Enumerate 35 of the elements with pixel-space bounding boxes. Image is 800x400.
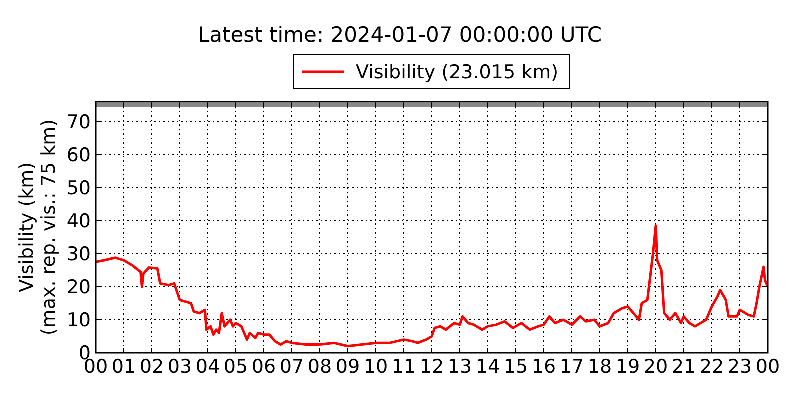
x-tick-label: 15 — [504, 356, 528, 378]
x-tick-label: 12 — [420, 356, 444, 378]
x-tick-label: 01 — [112, 356, 136, 378]
line-series — [96, 224, 768, 348]
x-tick-label: 17 — [560, 356, 584, 378]
x-tick-label: 02 — [140, 356, 164, 378]
y-tick-label: 40 — [66, 210, 91, 233]
x-tick-label: 07 — [280, 356, 304, 378]
x-tick-label: 13 — [448, 356, 472, 378]
x-tick-label: 20 — [644, 356, 668, 378]
x-tick-label: 18 — [588, 356, 612, 378]
y-tick-label: 20 — [66, 276, 91, 299]
x-tick-label: 03 — [168, 356, 192, 378]
y-tick-label: 50 — [66, 178, 91, 200]
y-tick-label: 60 — [66, 144, 91, 166]
x-tick-label: 23 — [728, 356, 752, 378]
x-tick-label: 10 — [364, 356, 388, 378]
y-tick-label: 10 — [66, 310, 91, 332]
y-tick-label: 30 — [66, 244, 91, 266]
x-tick-label: 22 — [700, 356, 724, 378]
x-tick-label: 04 — [196, 356, 220, 378]
x-tick-label: 14 — [476, 356, 500, 378]
x-tick-label: 05 — [224, 356, 248, 378]
legend-label: Visibility (23.015 km) — [356, 62, 559, 84]
x-tick-label: 19 — [616, 356, 640, 378]
x-tick-label: 11 — [392, 356, 416, 378]
x-tick-label: 00 — [756, 356, 780, 378]
x-tick-label: 21 — [672, 356, 696, 378]
x-tick-label: 06 — [252, 356, 276, 378]
x-tick-label: 16 — [532, 356, 556, 378]
x-tick-label: 08 — [308, 356, 332, 378]
y-axis-title: Visibility (km) (max. rep. vis.: 75 km) — [16, 119, 60, 336]
chart-title: Latest time: 2024-01-07 00:00:00 UTC — [198, 23, 602, 47]
x-tick-label: 09 — [336, 356, 360, 378]
y-tick-label: 70 — [66, 111, 91, 134]
